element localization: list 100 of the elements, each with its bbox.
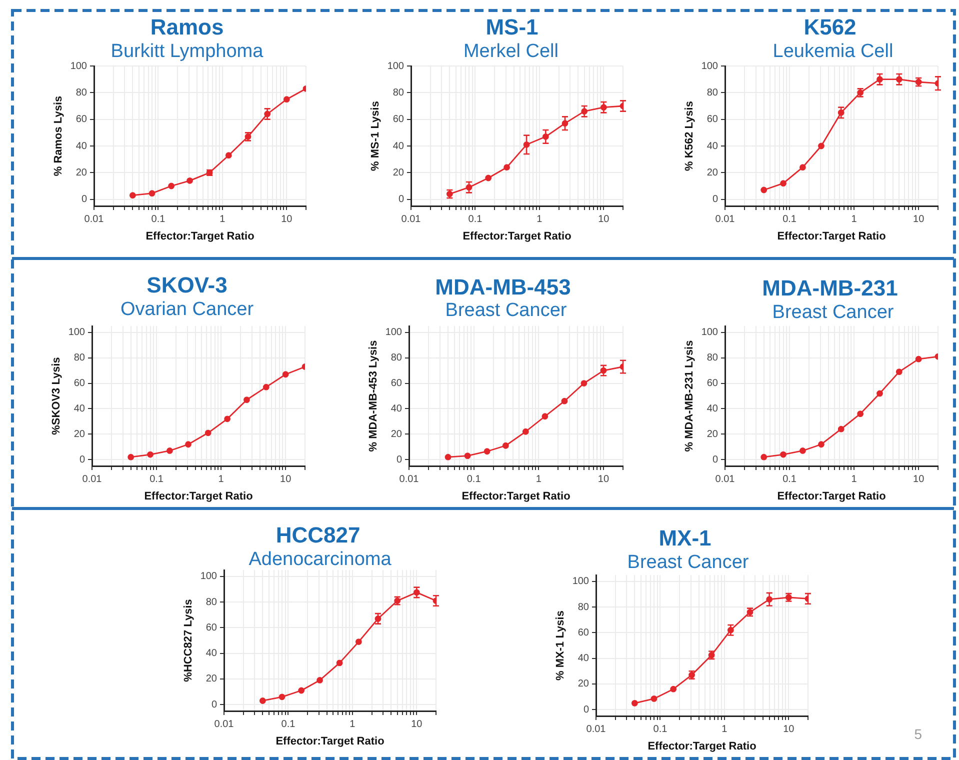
point	[186, 177, 193, 184]
y-tick-label: 100	[200, 571, 218, 582]
y-tick-label: 0	[712, 454, 718, 466]
x-tick-label: 0.01	[586, 724, 606, 735]
y-axis-title: % MDA-MB-453 Lysis	[368, 340, 380, 452]
chart-subtitle: Burkitt Lymphoma	[110, 41, 264, 63]
x-tick-label: 10	[280, 474, 292, 485]
point	[278, 694, 286, 700]
point	[876, 390, 883, 397]
text: 5	[914, 726, 922, 742]
point	[225, 152, 232, 159]
chart-title: MDA-MB-231	[762, 276, 898, 300]
x-axis-title: Effector:Target Ratio	[777, 490, 886, 502]
x-tick-label: 0.1	[151, 214, 166, 225]
x-axis-title: Effector:Target Ratio	[777, 230, 886, 242]
y-axis-title: %HCC827 Lysis	[182, 599, 195, 682]
point	[818, 441, 824, 448]
point	[818, 142, 824, 150]
x-tick-label: 0.1	[782, 214, 797, 225]
x-tick-label: 0.1	[150, 474, 164, 485]
point	[283, 96, 290, 103]
x-tick-label: 1	[722, 724, 728, 735]
point	[580, 380, 588, 386]
x-tick-label: 1	[220, 214, 226, 225]
y-tick-label: 100	[572, 576, 590, 588]
x-tick-label: 0.01	[715, 214, 736, 225]
y-tick-label: 60	[76, 114, 88, 126]
x-tick-label: 0.01	[399, 474, 420, 485]
point	[522, 428, 529, 435]
y-tick-label: 20	[706, 167, 718, 178]
x-tick-label: 1	[536, 474, 542, 485]
point	[670, 686, 677, 692]
point	[298, 687, 305, 694]
y-tick-label: 80	[390, 352, 402, 364]
y-tick-label: 20	[578, 678, 590, 690]
y-tick-label: 80	[706, 87, 718, 98]
x-tick-label: 1	[218, 474, 224, 485]
chart-title: HCC827	[276, 522, 360, 548]
y-tick-label: 80	[706, 352, 718, 364]
chart-subtitle: Breast Cancer	[627, 552, 749, 574]
chart-subtitle: Breast Cancer	[445, 300, 567, 322]
chart-title: SKOV-3	[146, 272, 228, 298]
y-tick-label: 100	[70, 60, 88, 72]
point	[444, 454, 452, 460]
y-tick-label: 20	[392, 167, 404, 178]
x-tick-label: 0.01	[82, 474, 102, 485]
x-tick-label: 0.01	[214, 718, 234, 730]
x-tick-label: 10	[783, 724, 795, 735]
point	[336, 660, 343, 666]
y-tick-label: 100	[68, 327, 86, 338]
x-tick-label: 0.1	[281, 718, 296, 730]
x-tick-label: 0.01	[715, 474, 736, 485]
point	[244, 396, 250, 404]
y-tick-label: 60	[390, 378, 402, 390]
y-tick-label: 40	[74, 403, 86, 414]
y-tick-label: 40	[390, 403, 402, 414]
x-axis-title: Effector:Target Ratio	[146, 230, 255, 242]
point	[561, 398, 568, 404]
y-tick-label: 60	[706, 378, 718, 390]
y-tick-label: 0	[398, 194, 404, 206]
y-axis-title: %SKOV3 Lysis	[50, 357, 63, 435]
point	[224, 416, 231, 422]
point	[128, 454, 134, 460]
x-axis-title: Effector:Target Ratio	[144, 490, 254, 502]
x-tick-label: 10	[281, 214, 293, 225]
chart-subtitle: Leukemia Cell	[772, 41, 894, 63]
x-tick-label: 1	[350, 718, 356, 730]
chart-subtitle: Merkel Cell	[463, 41, 559, 63]
y-tick-label: 80	[76, 87, 88, 98]
y-tick-label: 40	[206, 648, 218, 660]
y-tick-label: 80	[578, 602, 590, 613]
y-tick-label: 60	[206, 622, 218, 634]
chart-title: K562	[804, 14, 856, 40]
x-tick-label: 10	[913, 474, 925, 485]
point	[262, 384, 270, 390]
y-tick-label: 60	[706, 114, 718, 126]
x-tick-label: 0.1	[782, 474, 797, 485]
y-tick-label: 40	[76, 140, 88, 152]
y-tick-label: 0	[712, 194, 718, 206]
x-axis-title: Effector:Target Ratio	[462, 230, 572, 242]
y-tick-label: 100	[701, 327, 718, 338]
chart-subtitle: Breast Cancer	[772, 302, 894, 324]
point	[896, 368, 902, 376]
x-tick-label: 0.01	[401, 214, 422, 225]
point	[168, 182, 175, 190]
y-tick-label: 80	[392, 87, 404, 98]
x-tick-label: 10	[598, 474, 610, 485]
chart-subtitle: Ovarian Cancer	[120, 299, 254, 321]
point	[760, 454, 768, 460]
point	[185, 441, 192, 448]
y-tick-label: 100	[385, 327, 402, 338]
point	[780, 180, 786, 187]
chart-title: Ramos	[150, 14, 224, 40]
x-axis-title: Effector:Target Ratio	[462, 490, 571, 502]
y-tick-label: 20	[706, 428, 718, 440]
y-axis-title: % K562 Lysis	[684, 101, 696, 171]
point	[780, 451, 786, 458]
y-tick-label: 0	[81, 194, 88, 206]
point	[147, 451, 154, 458]
point	[259, 698, 266, 704]
